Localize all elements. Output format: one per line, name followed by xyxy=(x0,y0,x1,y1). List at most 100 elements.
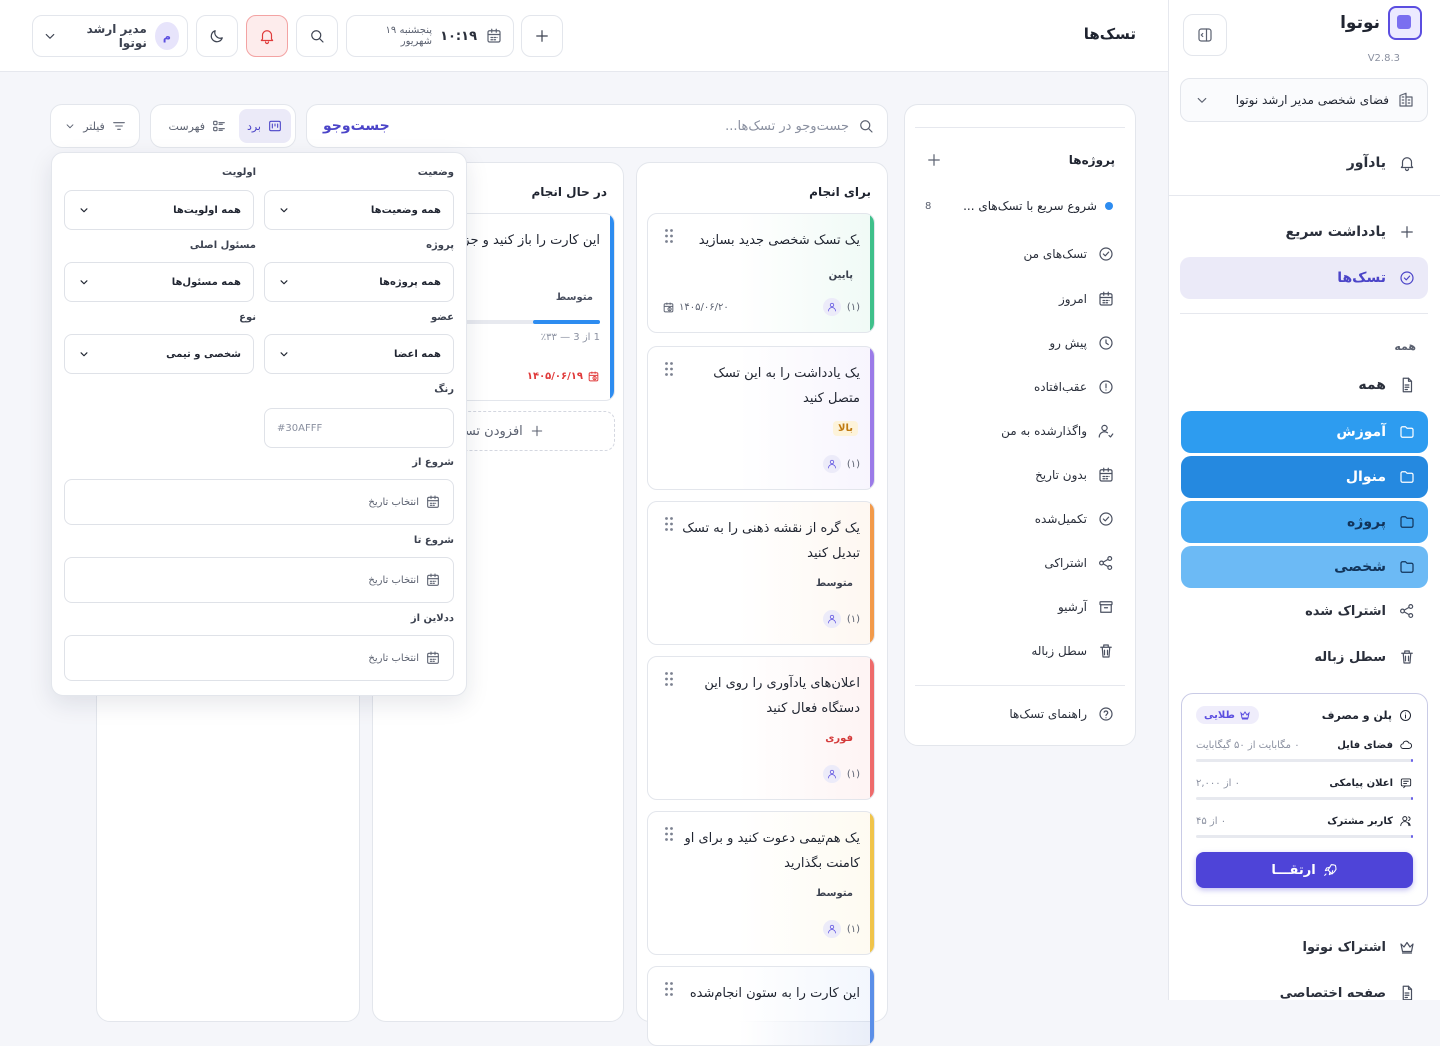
view-board-label: برد xyxy=(246,119,261,133)
folder-project[interactable]: پروژه xyxy=(1181,501,1428,543)
project-item[interactable]: شروع سریع با تسک‌های ... 8 xyxy=(925,199,1113,213)
plus-icon xyxy=(925,151,943,169)
folder-education[interactable]: آموزش xyxy=(1181,411,1428,453)
priority-badge: فوری xyxy=(825,733,853,744)
folder-icon xyxy=(1398,558,1416,576)
filter-assigned-to-me[interactable]: واگذارشده به من xyxy=(1001,422,1115,440)
card-color-bar xyxy=(870,812,874,954)
owner-select[interactable]: همه مسئول‌ها xyxy=(64,262,254,302)
status-select[interactable]: همه وضعیت‌ها xyxy=(264,190,454,230)
member-value: همه اعضا xyxy=(393,348,441,360)
search-submit-button[interactable]: جست‌وجو xyxy=(319,118,394,134)
task-card[interactable]: یک یادداشت را به این تسک متصل کنید بالا … xyxy=(647,346,875,490)
sidebar-item-quick-note[interactable]: یادداشت سریع xyxy=(1180,211,1428,253)
start-to-date-picker[interactable]: انتخاب تاریخ xyxy=(64,557,454,603)
collapse-sidebar-button[interactable] xyxy=(1183,14,1227,56)
clock-widget[interactable]: ۱۰:۱۹ پنجشنبه ۱۹ شهریور xyxy=(346,15,514,57)
deadline-from-date-picker[interactable]: انتخاب تاریخ xyxy=(64,635,454,681)
assignee-count: (۱) xyxy=(846,768,860,780)
sidebar-item-tasks[interactable]: تسک‌ها xyxy=(1180,257,1428,299)
projects-panel: پروژه‌ها شروع سریع با تسک‌های ... 8 تسک‌… xyxy=(904,104,1136,746)
task-card[interactable]: این کارت را به ستون انجام‌شده xyxy=(647,966,875,1046)
workspace-selector[interactable]: فضای شخصی مدیر ارشد نوتوا xyxy=(1180,78,1428,122)
start-from-date-picker[interactable]: انتخاب تاریخ xyxy=(64,479,454,525)
upgrade-button[interactable]: ارتقـــا xyxy=(1196,852,1413,888)
task-card[interactable]: یک هم‌تیمی دعوت کنید و برای او کامنت بگذ… xyxy=(647,811,875,955)
filter-no-date[interactable]: بدون تاریخ xyxy=(1035,466,1115,484)
card-color-bar xyxy=(610,214,614,400)
folder-manual[interactable]: منوال xyxy=(1181,456,1428,498)
filter-today[interactable]: امروز xyxy=(1059,290,1115,308)
notifications-button[interactable] xyxy=(246,15,288,57)
sidebar: نوتوا V2.8.3 فضای شخصی مدیر ارشد نوتوا ی… xyxy=(1168,0,1440,1000)
section-heading: همه xyxy=(1394,340,1416,353)
filter-shared[interactable]: اشتراکی xyxy=(1044,554,1115,572)
task-card[interactable]: اعلان‌های یادآوری را روی این دستگاه فعال… xyxy=(647,656,875,800)
add-project-button[interactable] xyxy=(925,151,943,169)
drag-handle-icon[interactable] xyxy=(664,516,674,532)
folder-personal[interactable]: شخصی xyxy=(1181,546,1428,588)
filter-upcoming[interactable]: پیش رو xyxy=(1049,334,1115,352)
color-value: #30AFFF xyxy=(277,422,323,434)
brand[interactable]: نوتوا xyxy=(1340,6,1422,40)
sidebar-item-trash[interactable]: سطل زباله xyxy=(1180,636,1428,678)
folder-label: آموزش xyxy=(1336,424,1386,440)
chevron-down-icon xyxy=(41,27,59,45)
drag-handle-icon[interactable] xyxy=(664,826,674,842)
drag-handle-icon[interactable] xyxy=(664,361,674,377)
filter-trash[interactable]: سطل زباله xyxy=(1031,642,1115,660)
date-placeholder: انتخاب تاریخ xyxy=(368,574,419,586)
filter-label: بدون تاریخ xyxy=(1035,468,1087,482)
app-version: V2.8.3 xyxy=(1367,53,1400,64)
priority-badge: متوسط xyxy=(815,888,853,899)
drag-handle-icon[interactable] xyxy=(664,671,674,687)
task-card[interactable]: یک تسک شخصی جدید بسازید پایین (۱) ۱۴۰۵/۰… xyxy=(647,213,875,333)
sidebar-item-reminders[interactable]: یادآور xyxy=(1180,142,1428,184)
tasks-guide-link[interactable]: راهنمای تسک‌ها xyxy=(1009,705,1115,723)
task-card[interactable]: یک گره از نقشه ذهنی را به تسک تبدیل کنید… xyxy=(647,501,875,645)
usage-value: ۰ مگابایت از ۵۰ گیگابایت xyxy=(1196,739,1300,751)
chevron-down-icon xyxy=(63,119,77,133)
type-select[interactable]: شخصی و تیمی xyxy=(64,334,254,374)
drag-handle-icon[interactable] xyxy=(664,228,674,244)
user-menu[interactable]: م مدیر ارشد نوتوا xyxy=(32,15,188,57)
user-name: مدیر ارشد نوتوا xyxy=(86,22,147,50)
project-color-dot xyxy=(1105,202,1113,210)
project-name: شروع سریع با تسک‌های ... xyxy=(963,199,1097,213)
member-select[interactable]: همه اعضا xyxy=(264,334,454,374)
usage-label: فضای فایل xyxy=(1337,739,1393,751)
filter-archive[interactable]: آرشیو xyxy=(1058,598,1115,616)
add-button[interactable] xyxy=(521,15,563,57)
view-board-button[interactable]: برد xyxy=(238,109,291,143)
start-to-label: شروع تا xyxy=(413,535,454,546)
sidebar-item-private-page[interactable]: صفحه اختصاصی xyxy=(1180,972,1428,1000)
info-icon xyxy=(1398,708,1413,723)
list-icon xyxy=(211,118,227,134)
sidebar-item-shared[interactable]: اشتراک شده xyxy=(1180,590,1428,632)
check-circle-icon xyxy=(1097,510,1115,528)
view-list-button[interactable]: فهرست xyxy=(161,109,235,143)
color-input[interactable]: #30AFFF xyxy=(264,408,454,448)
view-switcher: برد فهرست xyxy=(150,104,296,148)
search-input[interactable] xyxy=(401,118,849,134)
theme-toggle-button[interactable] xyxy=(196,15,238,57)
sidebar-item-all[interactable]: همه xyxy=(1180,364,1428,406)
search-button[interactable] xyxy=(296,15,338,57)
usage-bar xyxy=(1196,835,1413,838)
drag-handle-icon[interactable] xyxy=(664,981,674,997)
filter-overdue[interactable]: عقب‌افتاده xyxy=(1034,378,1115,396)
assignee-count: (۱) xyxy=(846,613,860,625)
filter-label: آرشیو xyxy=(1057,600,1087,614)
filter-label: اشتراکی xyxy=(1044,556,1087,570)
folder-label: پروژه xyxy=(1347,514,1386,530)
bell-icon xyxy=(258,27,276,45)
chevron-down-icon xyxy=(77,347,91,361)
filter-my-tasks[interactable]: تسک‌های من xyxy=(1023,245,1115,263)
sidebar-item-subscription[interactable]: اشتراک نوتوا xyxy=(1180,926,1428,968)
filter-completed[interactable]: تکمیل‌شده xyxy=(1035,510,1115,528)
project-select[interactable]: همه پروژه‌ها xyxy=(264,262,454,302)
type-label: نوع xyxy=(239,312,256,323)
usage-row-users: کاربر مشترک ۰ از ۴۵ xyxy=(1196,814,1413,838)
filter-button[interactable]: فیلتر xyxy=(50,104,140,148)
priority-select[interactable]: همه اولویت‌ها xyxy=(64,190,254,230)
